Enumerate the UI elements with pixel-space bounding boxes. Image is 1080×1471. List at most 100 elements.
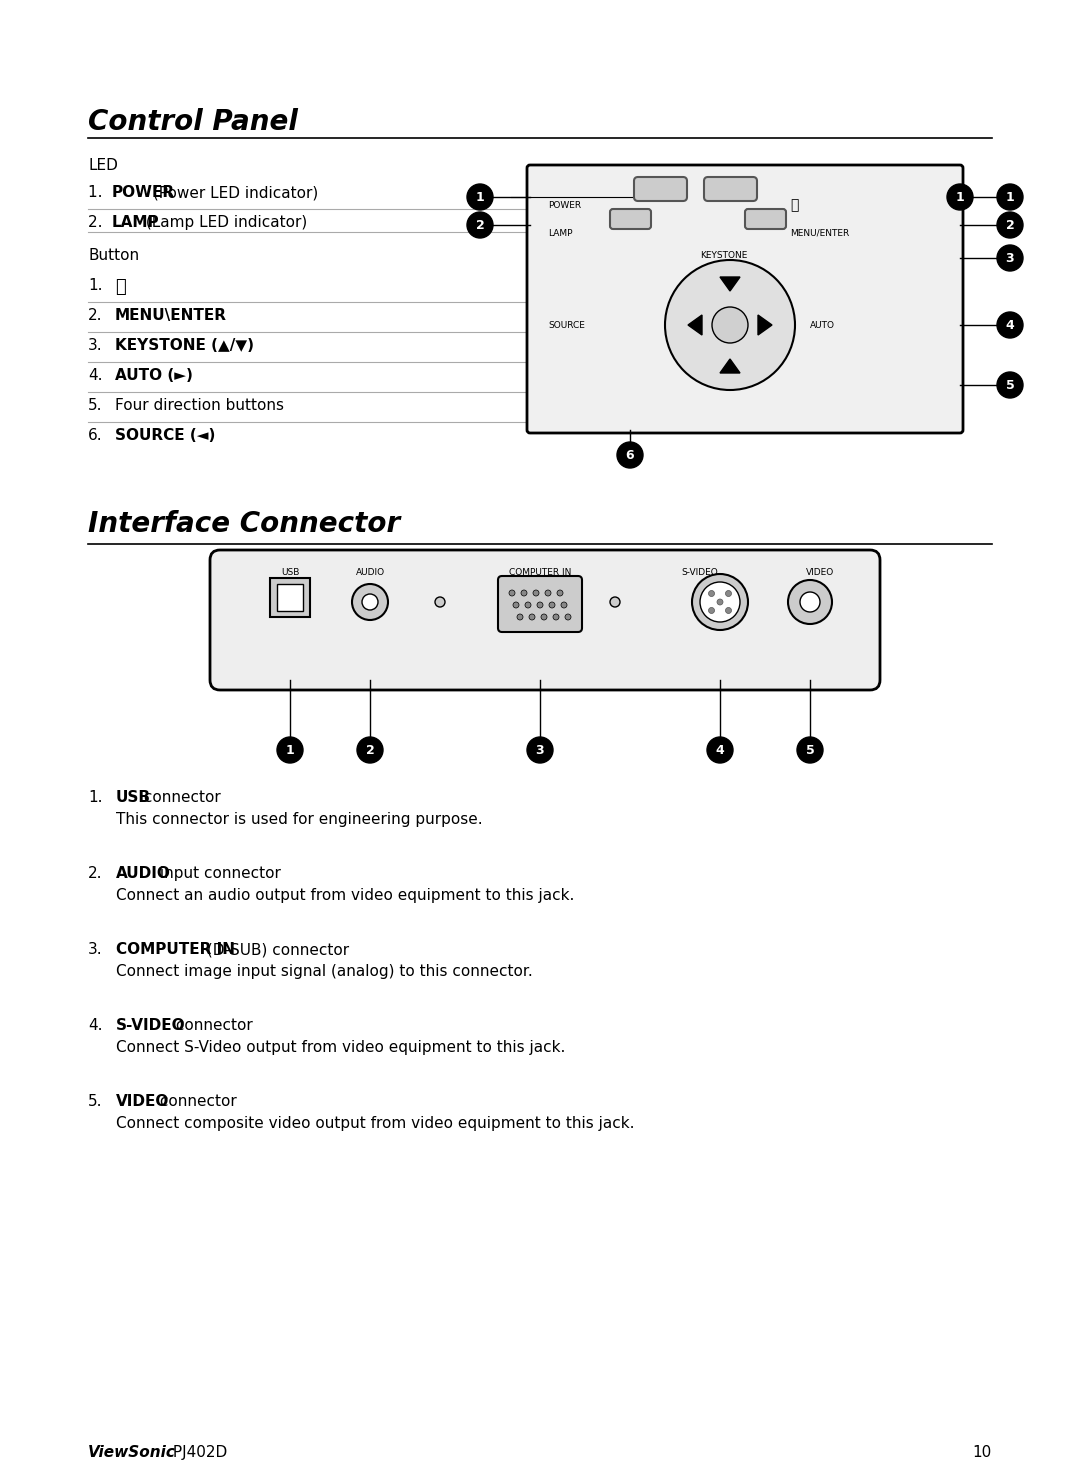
Text: 10: 10 [973,1445,993,1461]
FancyBboxPatch shape [634,177,687,202]
Circle shape [557,590,563,596]
Text: 1: 1 [285,743,295,756]
Circle shape [529,613,535,619]
Text: 3.: 3. [87,338,103,353]
Text: 6.: 6. [87,428,103,443]
Text: 3: 3 [536,743,544,756]
Text: AUTO: AUTO [810,321,835,330]
Text: KEYSTONE (▲/▼): KEYSTONE (▲/▼) [114,338,254,353]
Circle shape [565,613,571,619]
Text: VIDEO: VIDEO [806,568,834,577]
Circle shape [513,602,519,608]
Text: POWER: POWER [548,200,581,209]
Text: VIDEO: VIDEO [116,1094,170,1109]
Text: 2.: 2. [87,866,103,881]
Text: USB: USB [116,790,151,805]
Circle shape [521,590,527,596]
Circle shape [726,590,731,597]
Text: Connect composite video output from video equipment to this jack.: Connect composite video output from vide… [116,1116,635,1131]
Text: 1.: 1. [87,185,107,200]
Circle shape [997,246,1023,271]
Text: 1: 1 [1005,191,1014,203]
Text: PJ402D: PJ402D [168,1445,227,1461]
FancyBboxPatch shape [527,165,963,432]
Circle shape [517,613,523,619]
Text: 3: 3 [1005,252,1014,265]
Text: MENU\ENTER: MENU\ENTER [114,307,227,324]
Text: 4.: 4. [87,368,103,382]
FancyBboxPatch shape [270,578,310,616]
Circle shape [717,599,723,605]
Text: ⏻: ⏻ [114,278,125,296]
Text: AUTO (►): AUTO (►) [114,368,193,382]
Polygon shape [720,277,740,291]
FancyBboxPatch shape [610,209,651,229]
Text: Button: Button [87,249,139,263]
Text: 5: 5 [1005,378,1014,391]
FancyBboxPatch shape [276,584,303,610]
Text: LED: LED [87,157,118,174]
Text: LAMP: LAMP [112,215,160,229]
Circle shape [700,583,740,622]
Text: S-VIDEO: S-VIDEO [681,568,718,577]
Text: COMPUTER IN: COMPUTER IN [509,568,571,577]
Circle shape [692,574,748,630]
Text: 2.: 2. [87,215,107,229]
Circle shape [561,602,567,608]
Circle shape [553,613,559,619]
Text: ViewSonic: ViewSonic [87,1445,176,1461]
Circle shape [276,737,303,763]
Circle shape [997,312,1023,338]
Circle shape [788,580,832,624]
Circle shape [997,184,1023,210]
Text: connector: connector [139,790,221,805]
Text: Connect image input signal (analog) to this connector.: Connect image input signal (analog) to t… [116,964,532,980]
Circle shape [362,594,378,610]
Circle shape [537,602,543,608]
Circle shape [617,441,643,468]
Circle shape [712,307,748,343]
Text: 3.: 3. [87,941,103,958]
Circle shape [534,590,539,596]
Text: MENU/ENTER: MENU/ENTER [789,228,849,237]
Circle shape [541,613,546,619]
Circle shape [797,737,823,763]
Circle shape [708,590,715,597]
Text: This connector is used for engineering purpose.: This connector is used for engineering p… [116,812,483,827]
Text: 5.: 5. [87,1094,103,1109]
Polygon shape [720,359,740,374]
Text: 4: 4 [1005,319,1014,331]
Circle shape [947,184,973,210]
Text: 2: 2 [366,743,375,756]
Text: Connect S-Video output from video equipment to this jack.: Connect S-Video output from video equipm… [116,1040,565,1055]
Circle shape [708,608,715,613]
Polygon shape [758,315,772,335]
Text: connector: connector [171,1018,253,1033]
Circle shape [800,591,820,612]
FancyBboxPatch shape [745,209,786,229]
Text: connector: connector [156,1094,237,1109]
Text: input connector: input connector [156,866,281,881]
Circle shape [467,212,492,238]
Ellipse shape [665,260,795,390]
Text: 5: 5 [806,743,814,756]
FancyBboxPatch shape [210,550,880,690]
Text: Interface Connector: Interface Connector [87,510,400,538]
Text: Connect an audio output from video equipment to this jack.: Connect an audio output from video equip… [116,888,575,903]
Circle shape [997,372,1023,399]
Text: POWER: POWER [112,185,175,200]
Circle shape [610,597,620,608]
Text: (Power LED indicator): (Power LED indicator) [148,185,319,200]
Circle shape [352,584,388,619]
Text: Four direction buttons: Four direction buttons [114,399,284,413]
Text: COMPUTER IN: COMPUTER IN [116,941,235,958]
Text: S-VIDEO: S-VIDEO [116,1018,186,1033]
Circle shape [707,737,733,763]
Circle shape [509,590,515,596]
Text: AUDIO: AUDIO [355,568,384,577]
Circle shape [527,737,553,763]
Circle shape [545,590,551,596]
Circle shape [525,602,531,608]
Text: 6: 6 [625,449,634,462]
Text: KEYSTONE: KEYSTONE [700,250,747,259]
